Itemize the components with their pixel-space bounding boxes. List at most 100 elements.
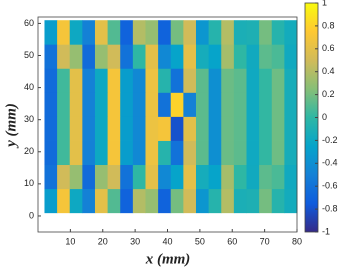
heatmap-cell xyxy=(259,140,273,166)
colorbar-tick-label: 0.2 xyxy=(322,89,335,99)
heatmap-cell xyxy=(195,92,210,117)
heatmap-cell xyxy=(94,188,109,214)
heatmap-cell xyxy=(132,164,146,190)
heatmap-cell xyxy=(82,140,96,166)
heatmap-cell xyxy=(132,20,146,45)
heatmap-cell xyxy=(82,68,96,93)
heatmap-cell xyxy=(120,92,134,117)
heatmap-cell xyxy=(233,140,247,166)
heatmap-cell xyxy=(145,164,159,190)
heatmap-cell xyxy=(82,92,96,117)
heatmap-cell xyxy=(284,164,298,190)
heatmap-cell xyxy=(183,68,197,93)
heatmap-cell xyxy=(57,140,71,166)
heatmap-cell xyxy=(271,140,285,166)
heatmap-cell xyxy=(57,188,71,214)
heatmap-cell xyxy=(120,116,134,141)
heatmap-cell xyxy=(57,164,71,190)
colorbar-tick-label: -0.2 xyxy=(322,135,338,145)
heatmap-cell xyxy=(221,140,235,166)
heatmap-cell xyxy=(233,44,247,69)
heatmap-cell xyxy=(170,68,184,93)
heatmap-cell xyxy=(107,68,121,93)
heatmap-cell xyxy=(259,44,273,69)
colorbar-tick-label: 0 xyxy=(322,112,327,122)
y-axis-label: y (mm) xyxy=(3,103,19,149)
heatmap-cell xyxy=(195,68,210,93)
heatmap-cell xyxy=(82,116,96,141)
heatmap-cell xyxy=(170,44,184,69)
heatmap-cell xyxy=(107,188,121,214)
colorbar-tick-label: 0.6 xyxy=(322,43,335,53)
heatmap-cell xyxy=(221,44,235,69)
heatmap-cell xyxy=(170,116,184,141)
heatmap-cell xyxy=(183,164,197,190)
heatmap-cell xyxy=(271,20,285,45)
heatmap-cell xyxy=(221,20,235,45)
y-tick-label: 30 xyxy=(24,114,34,124)
heatmap-cell xyxy=(120,20,134,45)
colorbar-tick-label: -0.8 xyxy=(322,203,338,213)
heatmap-cell xyxy=(158,116,172,141)
heatmap-cell xyxy=(82,44,96,69)
heatmap-cell xyxy=(246,44,260,69)
heatmap-cell xyxy=(284,92,298,117)
heatmap-cell xyxy=(69,188,83,214)
heatmap-cell xyxy=(259,188,273,214)
x-axis-label: x (mm) xyxy=(145,251,191,267)
heatmap-cell xyxy=(145,116,159,141)
heatmap-cell xyxy=(44,68,58,93)
y-tick-label: 10 xyxy=(24,178,34,188)
heatmap-cell xyxy=(69,140,83,166)
x-tick-label: 80 xyxy=(292,236,302,246)
heatmap-cell xyxy=(284,140,298,166)
heatmap-cell xyxy=(233,92,247,117)
heatmap-cell xyxy=(145,44,159,69)
heatmap-cell xyxy=(208,92,222,117)
heatmap-cell xyxy=(120,188,134,214)
colorbar-tick-label: -0.6 xyxy=(322,181,338,191)
heatmap-cell xyxy=(57,116,71,141)
heatmap-cell xyxy=(107,20,121,45)
heatmap-cell xyxy=(145,20,159,45)
y-tick-label: 0 xyxy=(29,210,34,220)
heatmap-cell xyxy=(170,188,184,214)
heatmap-cell xyxy=(158,164,172,190)
heatmap-cell xyxy=(132,92,146,117)
heatmap-cell xyxy=(158,92,172,117)
heatmap-cell xyxy=(69,44,83,69)
x-tick-label: 70 xyxy=(260,236,270,246)
heatmap-cell xyxy=(271,68,285,93)
x-tick-label: 40 xyxy=(162,236,172,246)
heatmap-cell xyxy=(158,140,172,166)
x-tick-label: 60 xyxy=(227,236,237,246)
heatmap-cell xyxy=(271,188,285,214)
heatmap-cell xyxy=(132,44,146,69)
heatmap-cell xyxy=(132,116,146,141)
heatmap-cell xyxy=(284,116,298,141)
heatmap-cell xyxy=(221,68,235,93)
heatmap-cell xyxy=(195,116,210,141)
x-tick-label: 20 xyxy=(98,236,108,246)
heatmap-cell xyxy=(170,140,184,166)
heatmap-cell xyxy=(246,164,260,190)
colorbar-tick-label: -0.4 xyxy=(322,158,338,168)
y-tick-label: 60 xyxy=(24,18,34,28)
heatmap-cell xyxy=(183,140,197,166)
heatmap-cell xyxy=(94,140,109,166)
heatmap-cell xyxy=(57,68,71,93)
heatmap-cell xyxy=(246,68,260,93)
heatmap-cell xyxy=(233,164,247,190)
heatmap-cell xyxy=(44,188,58,214)
heatmap-cell xyxy=(158,20,172,45)
x-tick-label: 10 xyxy=(65,236,75,246)
heatmap-cell xyxy=(271,92,285,117)
heatmap-cell xyxy=(170,164,184,190)
heatmap-cell xyxy=(82,20,96,45)
heatmap-cell xyxy=(94,20,109,45)
heatmap-cell xyxy=(158,44,172,69)
heatmap-cell xyxy=(132,68,146,93)
heatmap-cell xyxy=(44,44,58,69)
heatmap-cell xyxy=(183,92,197,117)
heatmap-cell xyxy=(145,92,159,117)
